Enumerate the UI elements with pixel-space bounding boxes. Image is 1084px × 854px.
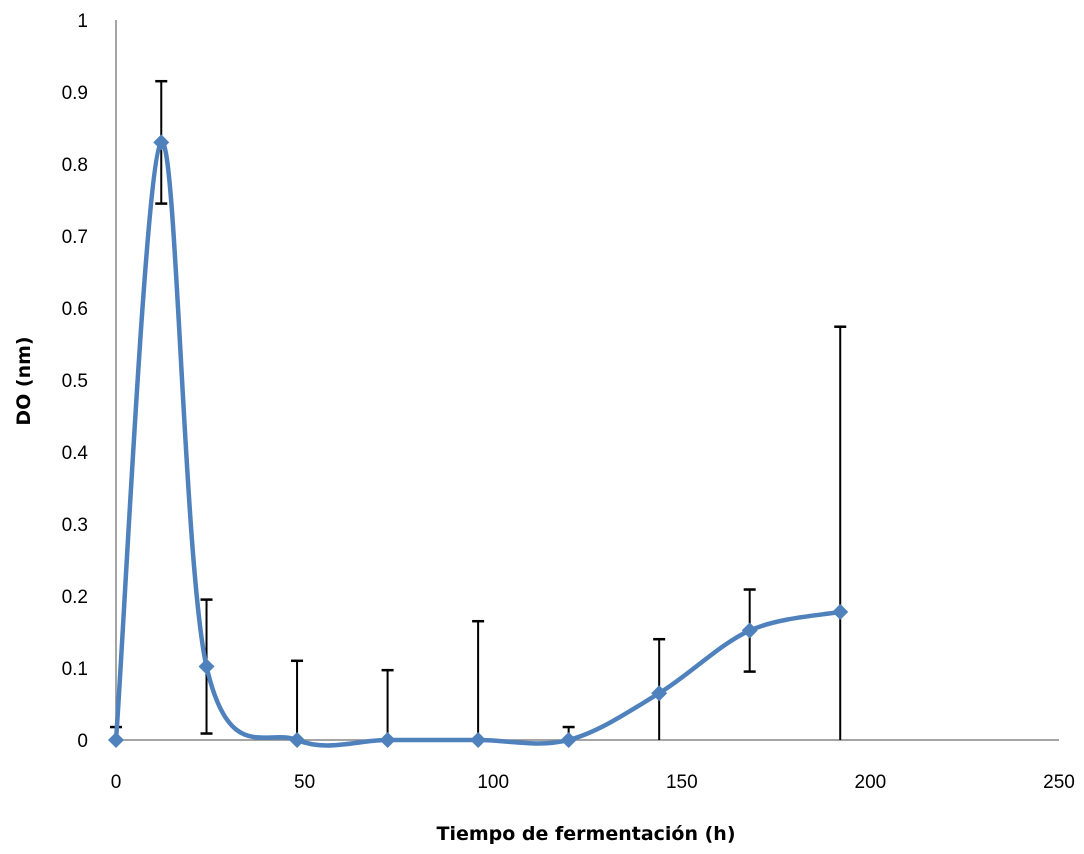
y-tick-label: 0.7 — [62, 227, 88, 248]
y-tick-label: 0.9 — [62, 83, 88, 104]
y-tick-label: 0.5 — [62, 371, 88, 392]
y-tick-label: 0 — [77, 731, 88, 752]
data-point — [108, 732, 124, 748]
data-point — [470, 732, 487, 748]
y-tick-label: 0.3 — [62, 515, 88, 536]
y-tick-label: 0.4 — [62, 443, 89, 464]
y-tick-label: 0.6 — [62, 299, 88, 320]
error-bar — [472, 619, 485, 740]
data-markers — [108, 134, 849, 748]
x-tick-label: 50 — [294, 772, 315, 793]
x-tick-labels: 0 50 100 150 200 250 — [111, 772, 1075, 793]
x-tick-label: 0 — [111, 772, 122, 793]
error-bar — [381, 668, 394, 740]
data-point — [289, 732, 306, 748]
data-point — [153, 134, 170, 151]
y-tick-label: 1 — [77, 11, 88, 32]
x-axis-title: Tiempo de fermentación (h) — [436, 823, 735, 845]
y-tick-label: 0.8 — [62, 155, 88, 176]
y-tick-labels: 0 0.1 0.2 0.3 0.4 0.5 0.6 0.7 0.8 0.9 1 — [62, 11, 89, 752]
y-tick-label: 0.2 — [62, 587, 88, 608]
x-tick-label: 200 — [855, 772, 887, 793]
data-point — [651, 685, 668, 702]
error-bar — [291, 659, 304, 740]
y-axis-title: DO (nm) — [13, 336, 35, 425]
data-point — [560, 732, 577, 748]
error-bars — [110, 79, 847, 740]
x-tick-label: 100 — [477, 772, 509, 793]
data-point — [198, 658, 215, 675]
axes — [115, 20, 1059, 741]
error-bar — [834, 325, 847, 740]
data-point — [832, 603, 849, 620]
x-tick-label: 150 — [666, 772, 698, 793]
data-point — [379, 732, 396, 748]
y-tick-label: 0.1 — [62, 659, 88, 680]
x-tick-label: 250 — [1043, 772, 1075, 793]
data-point — [741, 622, 758, 639]
